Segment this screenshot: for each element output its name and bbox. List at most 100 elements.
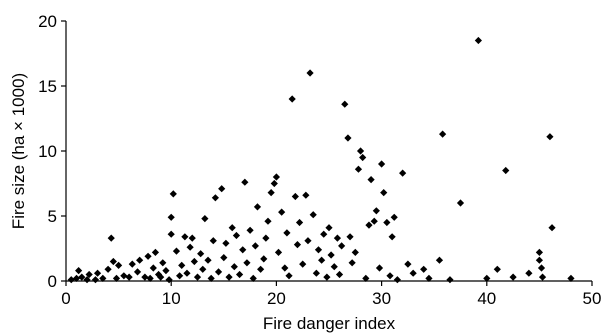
data-point (378, 160, 386, 168)
data-point (335, 270, 344, 279)
data-point (235, 270, 244, 279)
data-point (144, 252, 152, 260)
data-point (183, 269, 191, 277)
data-point (380, 189, 388, 197)
data-point (386, 272, 394, 280)
data-point (439, 130, 447, 138)
data-point (446, 276, 454, 284)
y-ticks: 0 5 10 15 20 (38, 12, 66, 291)
data-point (232, 231, 241, 240)
data-point (211, 194, 219, 202)
data-point (509, 273, 517, 281)
data-point (327, 251, 335, 259)
data-point (201, 215, 209, 223)
data-point (535, 256, 543, 264)
data-point (85, 270, 93, 279)
data-point (264, 217, 272, 225)
data-point (172, 247, 181, 255)
data-point (230, 263, 238, 271)
data-point (136, 256, 144, 264)
data-point (159, 259, 167, 267)
data-point (260, 255, 268, 263)
data-point (281, 264, 289, 272)
data-point (346, 233, 354, 241)
data-point (306, 69, 314, 77)
data-point (283, 229, 291, 237)
data-point (167, 230, 175, 238)
data-point (435, 256, 444, 264)
data-point (241, 178, 249, 186)
data-point (393, 276, 401, 284)
data-point (370, 217, 378, 225)
data-point (390, 213, 398, 221)
data-point (304, 237, 312, 245)
data-point (538, 273, 547, 281)
x-tick-label: 40 (477, 289, 496, 308)
data-point (388, 233, 396, 241)
x-tick-label: 10 (162, 289, 181, 308)
data-point (104, 265, 112, 273)
data-point (262, 234, 270, 242)
data-point (291, 192, 299, 201)
data-point (295, 218, 304, 227)
data-point (425, 274, 433, 282)
data-point (409, 269, 417, 277)
data-point (188, 234, 196, 242)
data-point (243, 259, 251, 267)
data-point (372, 207, 380, 215)
data-point (228, 224, 236, 232)
data-point (312, 269, 320, 277)
data-point (253, 203, 262, 211)
data-point (567, 274, 575, 282)
x-tick-label: 20 (267, 289, 286, 308)
data-point (299, 260, 307, 268)
data-point (149, 264, 157, 272)
data-point (278, 208, 286, 216)
data-point (218, 185, 226, 193)
data-point (367, 176, 375, 184)
points-layer (67, 36, 575, 284)
data-point (456, 199, 465, 207)
data-point (204, 256, 212, 264)
data-point (120, 272, 128, 280)
x-tick-label: 30 (372, 289, 391, 308)
data-point (348, 259, 356, 267)
data-point (288, 95, 296, 103)
data-point (151, 248, 160, 256)
x-tick-label: 0 (61, 289, 70, 308)
data-point (537, 264, 546, 272)
data-point (399, 169, 407, 177)
data-point (75, 267, 83, 275)
data-point (78, 273, 86, 281)
data-point (209, 237, 217, 245)
data-point (251, 242, 259, 250)
data-point (93, 269, 102, 277)
data-point (474, 36, 482, 45)
data-point (344, 134, 352, 142)
data-point (330, 263, 338, 271)
data-point (257, 265, 265, 273)
x-ticks: 0 10 20 30 40 50 (61, 281, 601, 308)
data-point (483, 274, 491, 282)
data-point (109, 257, 117, 266)
data-point (293, 241, 302, 249)
data-point (178, 261, 186, 269)
data-point (325, 224, 333, 232)
data-point (502, 166, 510, 175)
data-point (133, 268, 142, 276)
data-point (404, 260, 412, 268)
data-point (186, 243, 194, 251)
data-point (341, 100, 349, 108)
data-point (214, 268, 223, 276)
data-point (351, 248, 359, 256)
data-point (67, 276, 75, 284)
data-point (91, 276, 100, 284)
data-point (141, 273, 149, 281)
y-tick-label: 10 (38, 142, 57, 161)
data-point (270, 179, 278, 188)
data-point (383, 218, 391, 227)
data-point (420, 265, 428, 273)
data-point (197, 250, 205, 258)
data-point (190, 257, 198, 266)
